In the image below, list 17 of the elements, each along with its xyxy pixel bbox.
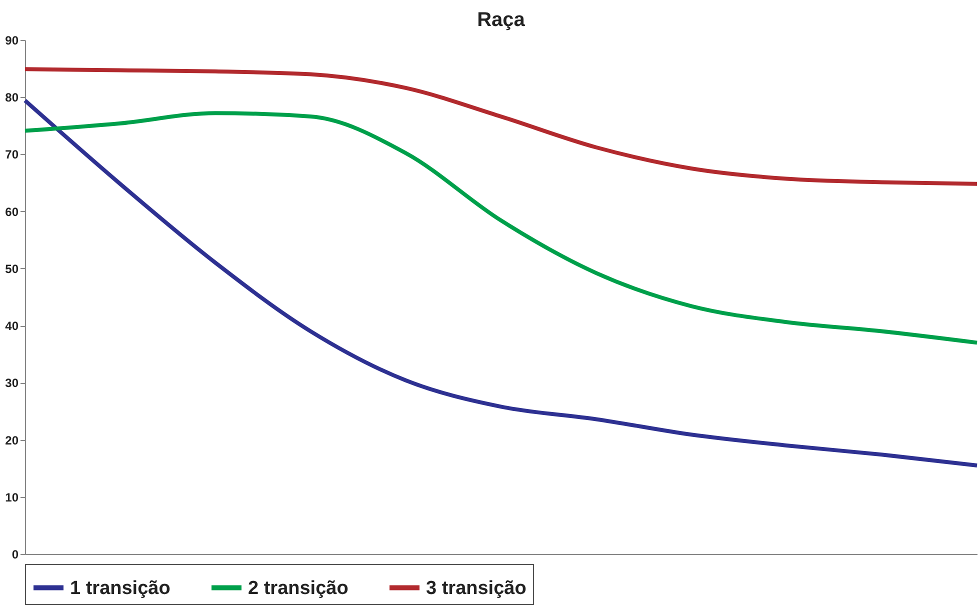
legend-label: 1 transição bbox=[70, 578, 170, 599]
legend-label: 3 transição bbox=[426, 578, 526, 599]
line-series bbox=[23, 111, 979, 345]
y-tick-label: 20 bbox=[5, 433, 19, 448]
legend-label: 2 transição bbox=[248, 578, 348, 599]
y-tick-label: 80 bbox=[5, 90, 19, 105]
chart-title: Raça bbox=[477, 9, 526, 31]
y-tick-label: 0 bbox=[12, 548, 19, 562]
y-tick-label: 90 bbox=[5, 34, 19, 48]
y-tick-label: 50 bbox=[5, 262, 19, 276]
y-tick-label: 10 bbox=[5, 490, 19, 504]
y-tick-label: 70 bbox=[5, 148, 19, 162]
line-series bbox=[23, 98, 979, 468]
y-tick-label: 40 bbox=[5, 319, 19, 334]
y-tick-label: 60 bbox=[5, 204, 19, 219]
y-tick-label: 30 bbox=[5, 376, 19, 390]
line-series bbox=[23, 67, 979, 186]
